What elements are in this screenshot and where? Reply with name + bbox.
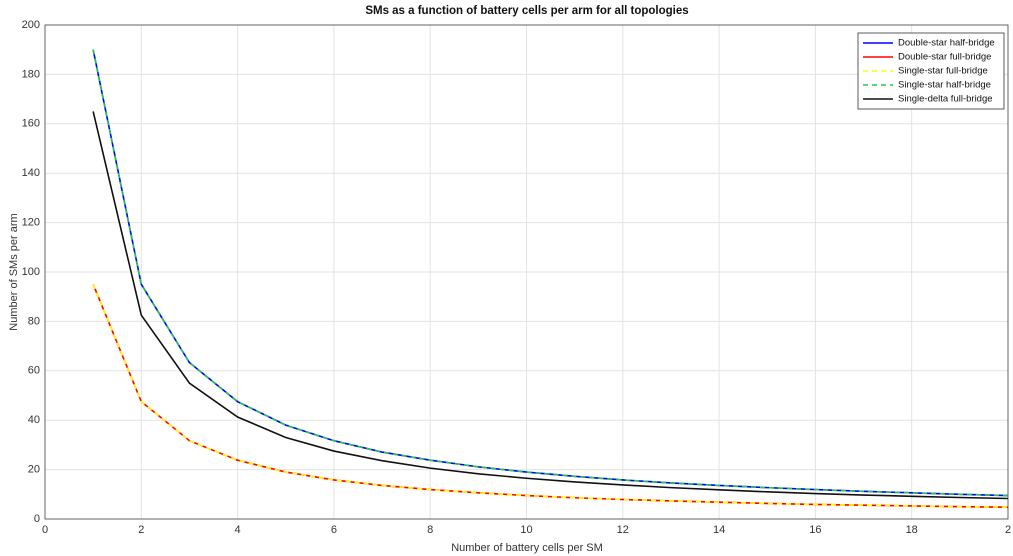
y-tick-label: 40 bbox=[28, 414, 40, 426]
chart-title: SMs as a function of battery cells per a… bbox=[365, 5, 688, 17]
x-tick-label: 0 bbox=[42, 524, 48, 536]
y-tick-label: 120 bbox=[22, 217, 40, 229]
x-tick-label: 6 bbox=[331, 524, 337, 536]
y-tick-label: 80 bbox=[28, 315, 40, 327]
x-tick-label: 2 bbox=[1005, 524, 1011, 536]
legend-label: Double-star half-bridge bbox=[898, 38, 995, 49]
x-tick-label: 4 bbox=[235, 524, 241, 536]
x-axis-label: Number of battery cells per SM bbox=[451, 542, 603, 554]
y-tick-label: 20 bbox=[28, 464, 40, 476]
y-tick-label: 200 bbox=[22, 19, 40, 31]
legend-label: Single-delta full-bridge bbox=[898, 94, 993, 105]
series-line bbox=[92, 49, 1009, 497]
x-tick-label: 12 bbox=[617, 524, 629, 536]
x-tick-label: 16 bbox=[809, 524, 821, 536]
y-tick-label: 100 bbox=[22, 266, 40, 278]
y-tick-label: 0 bbox=[34, 513, 40, 525]
series-line bbox=[92, 111, 1009, 500]
x-tick-label: 10 bbox=[520, 524, 532, 536]
y-tick-label: 160 bbox=[22, 118, 40, 130]
legend-label: Single-star full-bridge bbox=[898, 66, 988, 77]
x-tick-label: 8 bbox=[427, 524, 433, 536]
x-tick-label: 18 bbox=[906, 524, 918, 536]
x-tick-label: 2 bbox=[138, 524, 144, 536]
legend-label: Double-star full-bridge bbox=[898, 52, 991, 63]
series-line bbox=[92, 49, 1009, 497]
legend-label: Single-star half-bridge bbox=[898, 80, 991, 91]
y-axis-label: Number of SMs per arm bbox=[8, 213, 20, 330]
y-tick-label: 140 bbox=[22, 167, 40, 179]
series-line bbox=[92, 284, 1009, 508]
y-tick-label: 180 bbox=[22, 68, 40, 80]
plot-frame bbox=[44, 24, 1009, 520]
y-tick-label: 60 bbox=[28, 365, 40, 377]
x-tick-label: 14 bbox=[713, 524, 725, 536]
